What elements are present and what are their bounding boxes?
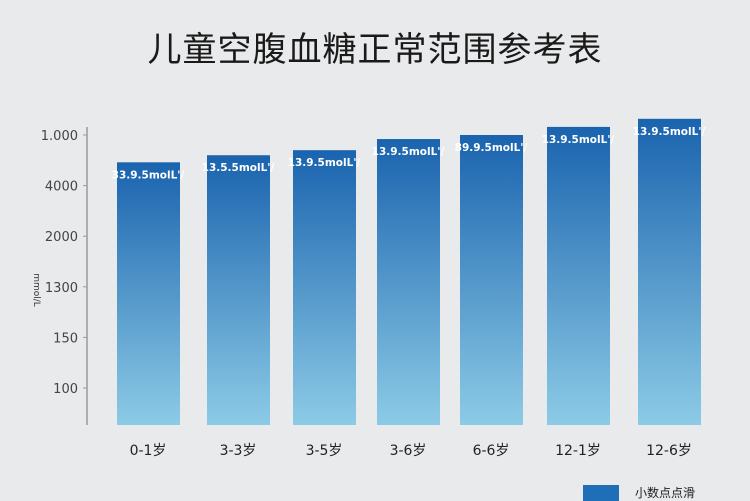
legend: 小数点点滑 bbox=[583, 484, 695, 501]
bar bbox=[377, 139, 440, 425]
legend-swatch bbox=[583, 484, 619, 501]
bar-data-label: 33.9.5molL'/ bbox=[112, 169, 185, 181]
bar bbox=[293, 150, 356, 425]
x-tick-label: 0-1岁 bbox=[130, 443, 167, 459]
y-tick-label: 1.000 bbox=[41, 129, 78, 144]
y-tick-label: 2000 bbox=[45, 230, 78, 245]
y-tick-label: 4000 bbox=[45, 180, 78, 195]
bar-data-label: 13.5.5molL'/ bbox=[202, 162, 275, 174]
x-tick-label: 3-6岁 bbox=[390, 443, 427, 459]
bar bbox=[117, 162, 180, 425]
chart-title: 儿童空腹血糖正常范围参考表 bbox=[147, 30, 603, 70]
bar bbox=[638, 118, 701, 426]
y-axis-label: mmol/L bbox=[31, 273, 41, 307]
y-tick-label: 150 bbox=[53, 331, 78, 346]
x-tick-label: 3-3岁 bbox=[220, 443, 257, 459]
x-tick-label: 12-6岁 bbox=[646, 443, 692, 459]
bar bbox=[460, 135, 523, 425]
x-tick-label: 3-5岁 bbox=[306, 443, 343, 459]
bar bbox=[547, 126, 610, 426]
y-tick-label: 100 bbox=[53, 382, 78, 397]
bar-data-label: 13.9.5molL'/ bbox=[542, 134, 615, 146]
legend-label: 小数点点滑 bbox=[635, 486, 696, 500]
bar-data-label: 13.9.5molL'/ bbox=[372, 146, 445, 158]
bar-data-label: 13.9.5molL'/ bbox=[633, 126, 706, 138]
bar bbox=[207, 155, 270, 426]
bar-data-label: 13.9.5molL'/ bbox=[288, 157, 361, 169]
y-tick-label: 1300 bbox=[45, 281, 78, 296]
x-tick-label: 12-1岁 bbox=[555, 443, 601, 459]
bar-data-label: 89.9.5molL'/ bbox=[455, 142, 528, 154]
x-tick-label: 6-6岁 bbox=[473, 443, 510, 459]
